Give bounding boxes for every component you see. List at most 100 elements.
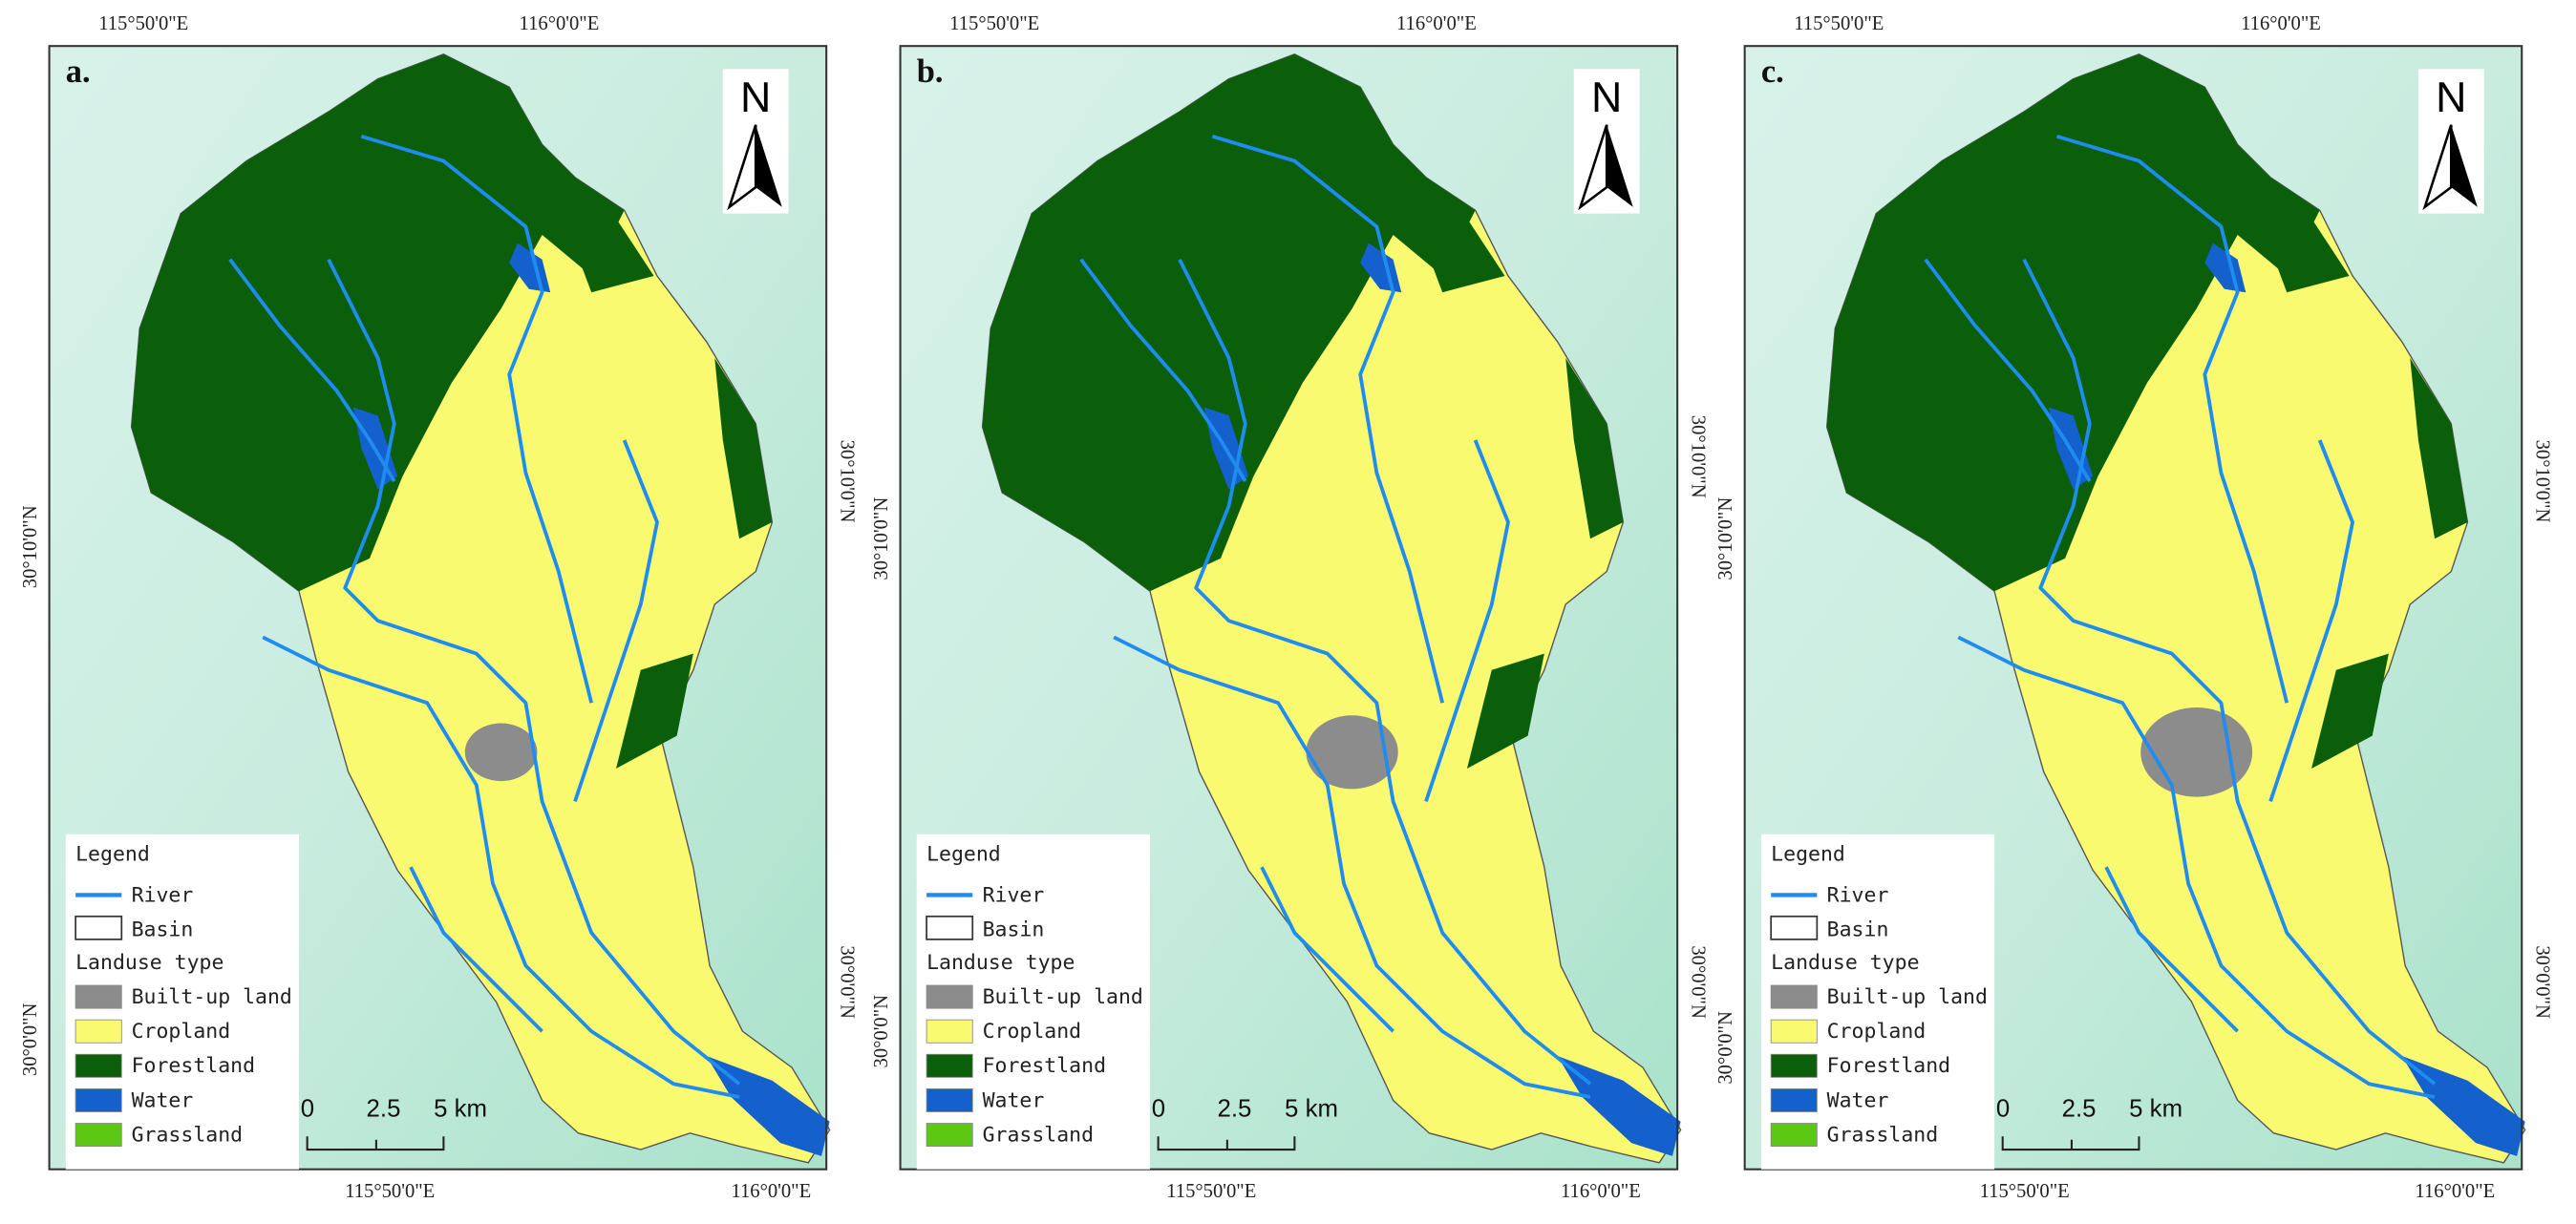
legend-label: Basin — [983, 918, 1045, 941]
coord-label: 30°10'0"N — [871, 497, 892, 580]
coord-label: 30°10'0"N — [2532, 440, 2553, 523]
river — [1424, 439, 1510, 803]
river — [262, 635, 740, 1099]
north-arrow — [2451, 124, 2478, 207]
legend-label: River — [1827, 883, 1889, 907]
legend-label: Built-up land — [1827, 985, 1988, 1009]
scale-label: 2.5 — [2062, 1096, 2097, 1123]
coord-label: 30°10'0"N — [837, 440, 858, 523]
legend-label: Basin — [132, 918, 194, 941]
forestland — [2410, 357, 2468, 539]
legend-label: Forestland — [132, 1054, 255, 1078]
map-frame — [1743, 45, 2523, 1171]
river — [228, 258, 396, 482]
north-label: N — [1591, 74, 1622, 121]
legend-label: Grassland — [983, 1123, 1095, 1147]
legend-title: Legend — [926, 842, 1001, 866]
scale-label: 0 — [1996, 1096, 2010, 1123]
map-panel: c. N Legend River Basin Landuse type Built-up … — [1715, 13, 2553, 1202]
legend-swatch — [75, 1123, 122, 1148]
river — [1924, 258, 2092, 482]
coord-label: 116°0'0"E — [1396, 13, 1477, 34]
forestland — [1417, 218, 1505, 293]
legend-label: Cropland — [132, 1020, 231, 1044]
legend-label: Water — [983, 1088, 1045, 1112]
river — [2104, 866, 2240, 1033]
legend-swatch — [75, 1087, 122, 1112]
scale-bar — [2001, 1136, 2140, 1151]
river — [1211, 134, 1445, 704]
legend-label: Grassland — [1827, 1123, 1939, 1147]
coord-label: 30°0'0"N — [871, 995, 892, 1068]
legend-basin — [75, 915, 123, 940]
legend-title: Legend — [1771, 842, 1845, 866]
scale-label: 5 km — [434, 1096, 487, 1123]
legend-subtitle: Landuse type — [75, 951, 224, 975]
coord-label: 30°10'0"N — [1715, 497, 1736, 580]
panel-label: b. — [917, 53, 944, 90]
legend-label: River — [983, 883, 1045, 907]
coord-label: 116°0'0"E — [2415, 1181, 2495, 1202]
legend-label: River — [132, 883, 194, 907]
river — [1260, 866, 1394, 1033]
legend-swatch — [926, 1053, 973, 1078]
river — [1113, 635, 1591, 1099]
legend: Legend River Basin Landuse type Built-up lan… — [916, 834, 1151, 1170]
legend-label: Forestland — [1827, 1054, 1950, 1078]
legend-label: Cropland — [1827, 1020, 1927, 1044]
north-arrow — [756, 124, 782, 207]
legend-swatch — [926, 984, 973, 1009]
forestland — [131, 53, 625, 592]
legend-label: Built-up land — [983, 985, 1143, 1009]
north-arrow — [1607, 124, 1633, 207]
coord-label: 30°0'0"N — [1715, 1011, 1736, 1085]
forestland — [2311, 653, 2389, 770]
river — [2268, 439, 2354, 803]
legend-basin — [1770, 915, 1819, 940]
coord-label: 116°0'0"E — [520, 13, 600, 34]
scale-label: 0 — [1152, 1096, 1165, 1123]
river — [360, 134, 594, 704]
coord-label: 30°0'0"N — [837, 945, 858, 1019]
coord-label: 30°0'0"N — [2532, 945, 2553, 1019]
scale-bar — [1157, 1136, 1296, 1151]
legend-basin — [926, 915, 974, 940]
coord-label: 115°50'0"E — [1166, 1181, 1256, 1202]
scale-label: 5 km — [2129, 1096, 2182, 1123]
river — [2055, 134, 2289, 704]
forestland — [616, 653, 693, 770]
legend-label: Cropland — [983, 1020, 1082, 1044]
river — [409, 866, 543, 1033]
coord-label: 115°50'0"E — [98, 13, 188, 34]
legend-swatch — [926, 1087, 973, 1112]
legend-swatch — [1770, 1019, 1818, 1044]
scale-label: 2.5 — [367, 1096, 401, 1123]
built-up-area — [1306, 715, 1398, 790]
coord-label: 115°50'0"E — [345, 1181, 435, 1202]
coord-label: 30°10'0"N — [1688, 415, 1709, 498]
legend-swatch — [1770, 984, 1818, 1009]
river — [573, 439, 659, 803]
legend-swatch — [1770, 1053, 1818, 1078]
panel-label: a. — [66, 53, 91, 90]
scale-label: 2.5 — [1218, 1096, 1252, 1123]
legend-label: Grassland — [132, 1123, 244, 1147]
river — [327, 258, 741, 1086]
legend-label: Water — [132, 1088, 194, 1112]
scale-label: 5 km — [1285, 1096, 1338, 1123]
coord-label: 30°0'0"N — [1688, 945, 1709, 1019]
legend-subtitle: Landuse type — [926, 951, 1075, 975]
scale-label: 0 — [301, 1096, 314, 1123]
legend-swatch — [1770, 1123, 1818, 1148]
coord-label: 116°0'0"E — [1561, 1181, 1641, 1202]
legend-title: Legend — [75, 842, 150, 866]
river — [1079, 258, 1247, 482]
legend-label: Water — [1827, 1088, 1889, 1112]
coord-label: 115°50'0"E — [1980, 1181, 2070, 1202]
north-label: N — [740, 74, 771, 121]
legend-swatch — [926, 1019, 973, 1044]
forestland — [714, 357, 773, 539]
north-label: N — [2436, 74, 2466, 121]
coord-label: 30°10'0"N — [20, 505, 41, 588]
